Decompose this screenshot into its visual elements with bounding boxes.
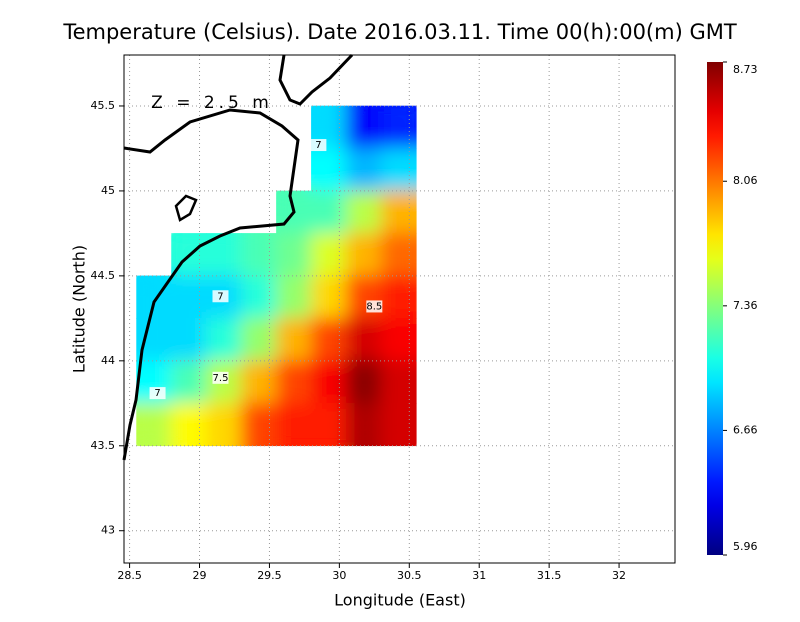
cell [345,402,382,447]
cell [136,402,173,447]
cell [206,402,242,447]
cell [310,232,347,277]
cell [206,317,242,362]
cell [380,105,417,149]
colorbar-tick-label: 5.96 [733,540,758,553]
cell [240,360,277,404]
colorbar-tick-label: 6.66 [733,423,758,436]
cell [345,360,382,404]
cell [310,317,347,362]
y-tick-label: 45.5 [91,99,116,112]
cell [380,402,417,447]
chart-title: Temperature (Celsius). Date 2016.03.11. … [62,20,737,44]
coastline [122,108,300,461]
cell [171,275,208,319]
x-tick-label: 32 [612,569,626,582]
cell [275,317,312,362]
cell [275,360,312,404]
contour-label: 7 [217,291,223,302]
cell [380,275,417,319]
contour-label: 7 [154,388,160,399]
y-tick-label: 43 [101,524,115,537]
x-tick-label: 29.5 [257,569,282,582]
contour-label-bg [366,300,383,313]
cell [171,402,208,447]
cell [240,275,277,319]
contour-label-bg [212,290,229,303]
x-tick-label: 31 [472,569,486,582]
cell [345,190,382,234]
contour-label: 7.5 [213,373,229,384]
cell [171,317,208,362]
colorbar-tick-label: 8.06 [733,174,758,187]
y-tick-label: 44.5 [91,269,116,282]
colorbar-tick-label: 7.36 [733,299,758,312]
x-axis-label: Longitude (East) [334,591,466,610]
cell [171,360,208,404]
cell [380,190,417,234]
cell [310,190,347,234]
cell [310,275,347,319]
x-tick-label: 31.5 [537,569,562,582]
x-tick-label: 30.5 [397,569,422,582]
cell [345,105,382,149]
coastline [174,194,198,222]
cell [275,275,312,319]
cell [380,360,417,404]
cell [240,232,277,277]
colorbar [707,62,723,555]
y-axis-label: Latitude (North) [70,245,89,373]
x-tick-label: 28.5 [117,569,142,582]
cell [240,402,277,447]
contour-label-bg [212,371,229,384]
x-tick-label: 29 [193,569,207,582]
contour-label-bg [149,387,166,400]
contour-label: 7 [315,140,321,151]
y-tick-label: 43.5 [91,439,116,452]
cell [380,232,417,277]
coastline [278,53,354,106]
y-tick-label: 45 [101,184,115,197]
contour-label-bg [310,139,327,152]
cell [275,232,312,277]
cell [345,232,382,277]
plot-frame [123,54,676,564]
cell [310,360,347,404]
contour-label: 8.5 [366,301,382,312]
cell [240,317,277,362]
field [136,105,417,447]
annotation: Z = 2.5 m [151,93,273,113]
y-tick-label: 44 [101,354,115,367]
cell [380,147,417,192]
grid [124,55,675,563]
cell [275,402,312,447]
cell [345,317,382,362]
cell [310,402,347,447]
x-tick-label: 30 [332,569,346,582]
cell [380,317,417,362]
cell [310,147,347,192]
cell [345,147,382,192]
colorbar-tick-label: 8.73 [733,63,758,76]
